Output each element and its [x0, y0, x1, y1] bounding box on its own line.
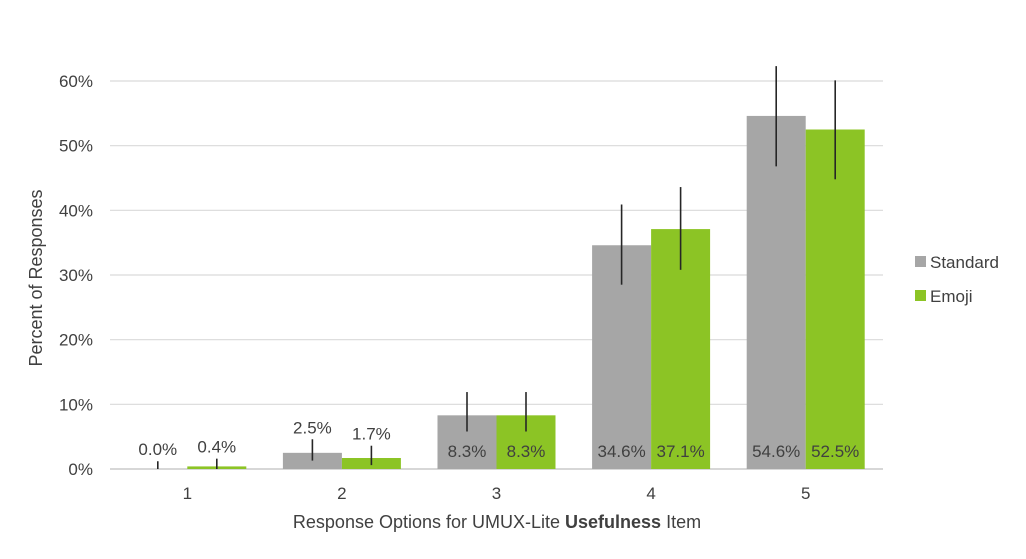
x-axis-title-part: Item	[661, 512, 701, 532]
data-label-emoji-4: 37.1%	[656, 442, 704, 461]
data-labels: 0.0% 0.4% 2.5% 1.7% 8.3% 8.3% 34.6% 37.1% 54.6% 5…	[138, 418, 859, 461]
x-axis-title-bold: Usefulness	[565, 512, 661, 532]
data-label-standard-2: 2.5%	[293, 418, 332, 437]
y-tick-label: 10%	[59, 395, 93, 414]
data-label-standard-4: 34.6%	[597, 442, 645, 461]
data-label-emoji-1: 0.4%	[197, 438, 236, 457]
x-tick-label: 2	[337, 484, 346, 503]
data-label-standard-3: 8.3%	[448, 442, 487, 461]
y-axis-title: Percent of Responses	[26, 189, 46, 366]
gridlines	[110, 80, 883, 470]
legend-swatch-emoji	[915, 290, 926, 301]
x-tick-label: 4	[646, 484, 655, 503]
bar-standard-2	[282, 452, 342, 469]
x-axis-title: Response Options for UMUX-Lite Usefulnes…	[293, 512, 701, 532]
y-tick-label: 0%	[68, 460, 93, 479]
data-label-emoji-3: 8.3%	[507, 442, 546, 461]
y-tick-label: 50%	[59, 137, 93, 156]
bar-standard-5	[746, 115, 806, 470]
x-tick-label: 5	[801, 484, 810, 503]
y-tick-label: 40%	[59, 201, 93, 220]
error-bars	[157, 66, 837, 469]
legend-label-emoji: Emoji	[930, 287, 973, 306]
data-label-standard-5: 54.6%	[752, 442, 800, 461]
y-tick-labels: 0% 10% 20% 30% 40% 50% 60%	[59, 72, 93, 479]
data-label-emoji-5: 52.5%	[811, 442, 859, 461]
data-label-standard-1: 0.0%	[138, 440, 177, 459]
x-tick-label: 3	[492, 484, 501, 503]
x-axis-title-part: Response Options for UMUX-Lite	[293, 512, 565, 532]
legend-label-standard: Standard	[930, 253, 999, 272]
y-tick-label: 60%	[59, 72, 93, 91]
data-label-emoji-2: 1.7%	[352, 425, 391, 444]
legend-swatch-standard	[915, 256, 926, 267]
x-tick-label: 1	[183, 484, 192, 503]
legend: Standard Emoji	[915, 253, 999, 306]
y-tick-label: 30%	[59, 266, 93, 285]
y-tick-label: 20%	[59, 331, 93, 350]
bar-emoji-5	[805, 129, 865, 469]
x-tick-labels: 1 2 3 4 5	[183, 484, 811, 503]
